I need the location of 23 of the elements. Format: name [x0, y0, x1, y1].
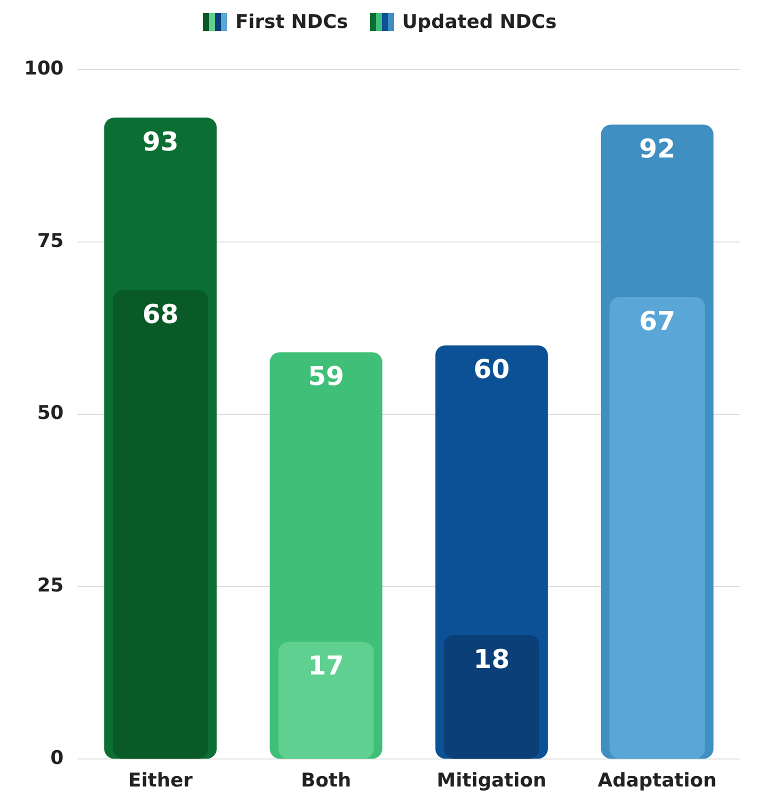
data-label: 18	[474, 644, 510, 675]
data-label: 92	[639, 134, 676, 164]
bar	[278, 642, 374, 759]
bar	[444, 635, 540, 759]
data-label: 93	[142, 127, 179, 158]
data-label: 60	[474, 355, 510, 386]
bar	[112, 290, 208, 759]
y-tick-label: 0	[50, 747, 64, 770]
legend-label: Updated NDCs	[402, 11, 557, 33]
y-tick-label: 100	[24, 57, 64, 80]
data-label: 68	[142, 300, 179, 330]
y-tick-label: 25	[37, 574, 64, 597]
x-tick-label: Mitigation	[436, 770, 546, 792]
y-tick-label: 75	[37, 230, 64, 252]
y-tick-label: 50	[37, 402, 64, 424]
data-label: 59	[308, 362, 344, 392]
x-tick-label: Either	[128, 770, 194, 792]
x-tick-label: Adaptation	[598, 770, 717, 792]
x-tick-label: Both	[300, 770, 352, 792]
data-label: 67	[639, 306, 676, 337]
bar	[610, 297, 705, 759]
legend-label: First NDCs	[235, 11, 348, 33]
data-label: 17	[308, 652, 344, 682]
